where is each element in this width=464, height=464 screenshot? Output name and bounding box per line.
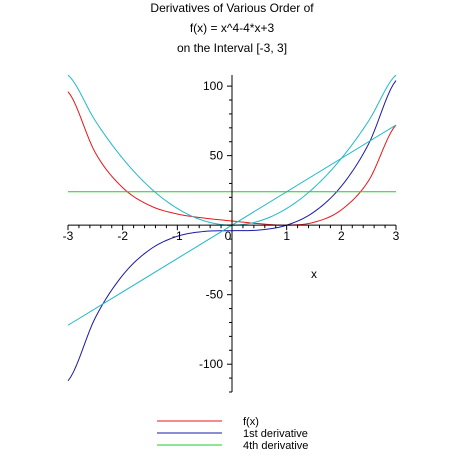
x-tick-label: -3 (63, 229, 74, 243)
x-tick-label: -2 (117, 229, 128, 243)
chart-title: Derivatives of Various Order of f(x) = x… (150, 1, 314, 55)
axes: -3 -2 -1 0 1 2 3 -100 -50 50 100 (63, 75, 400, 393)
y-tick-label: 100 (203, 79, 223, 93)
x-tick-label: 2 (338, 229, 345, 243)
x-tick-label: 1 (283, 229, 290, 243)
x-tick-label: 0 (225, 229, 232, 243)
chart-title-line-3: on the Interval [-3, 3] (177, 41, 287, 55)
x-axis-label: x (311, 267, 317, 281)
legend-label: 4th derivative (243, 440, 308, 452)
x-tick-label: 3 (393, 229, 400, 243)
y-tick-label: 50 (210, 149, 224, 163)
y-tick-label: -100 (199, 357, 223, 371)
x-tick-label: -1 (172, 229, 183, 243)
y-tick-label: -50 (206, 288, 224, 302)
chart-title-line-1: Derivatives of Various Order of (150, 1, 314, 15)
legend-label: 1st derivative (243, 428, 308, 440)
legend-label: f(x) (243, 416, 259, 428)
chart-title-line-2: f(x) = x^4-4*x+3 (190, 21, 275, 35)
